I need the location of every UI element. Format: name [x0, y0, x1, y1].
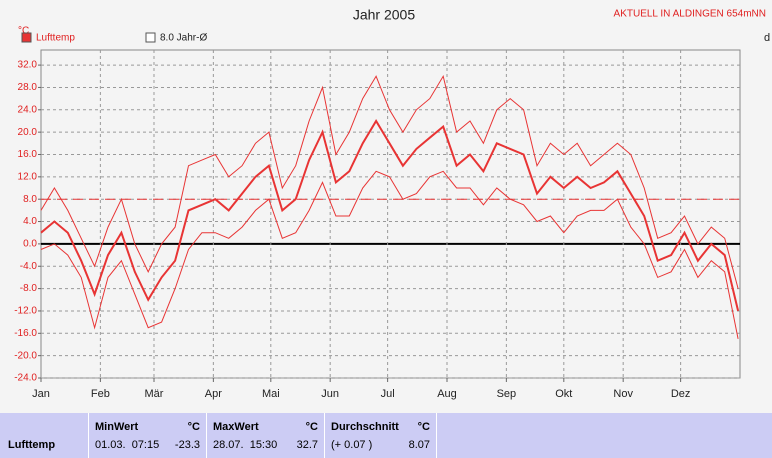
column-value: -23.3 [174, 439, 200, 451]
x-tick-label: Mai [262, 388, 280, 400]
row-header-cell: Lufttemp [0, 413, 89, 458]
x-tick-label: Dez [671, 388, 691, 400]
column-unit: °C [417, 421, 430, 433]
y-tick-label: -4.0 [20, 261, 38, 272]
x-tick-label: Jun [321, 388, 339, 400]
column-unit: °C [187, 421, 200, 433]
column-time: 01.03. 07:15 [95, 439, 160, 451]
y-tick-label: 32.0 [18, 60, 38, 71]
location: AKTUELL IN ALDINGEN 654mNN [614, 9, 766, 20]
column-unit: °C [305, 421, 318, 433]
x-tick-label: Okt [555, 388, 572, 400]
x-tick-label: Feb [91, 388, 110, 400]
x-tick-label: Mär [145, 388, 164, 400]
line-low [40, 170, 739, 339]
x-tick-label: Jan [32, 388, 50, 400]
chart: Jahr 2005 AKTUELL IN ALDINGEN 654mNN °C … [14, 7, 770, 400]
y-tick-label: 0.0 [23, 239, 37, 250]
y-tick-label: 28.0 [18, 82, 38, 93]
legend-swatch [21, 32, 32, 43]
plot-area [40, 49, 741, 379]
y-tick-label: 24.0 [18, 104, 38, 115]
y-tick-label: 16.0 [18, 149, 38, 160]
stats-table: Lufttemp MinWert °C 01.03. 07:15 -23.3 MaxWe… [0, 413, 772, 458]
y-tick-label: -8.0 [20, 283, 38, 294]
line-high [40, 74, 739, 289]
legend-label: 8.0 Jahr-Ø [160, 33, 207, 44]
row-label: Lufttemp [8, 439, 56, 451]
x-tick-label: Nov [613, 388, 633, 400]
y-tick-label: 8.0 [23, 194, 37, 205]
column-title: MaxWert [213, 421, 259, 433]
x-tick-label: Apr [205, 388, 222, 400]
y-tick-label: -16.0 [14, 328, 37, 339]
stats-cell: Durchschnitt °C (+ 0.07 ) 8.07 [325, 413, 437, 458]
legend-swatch [145, 32, 156, 43]
line-values [40, 119, 740, 312]
y-unit: °C [18, 26, 29, 37]
column-time: (+ 0.07 ) [331, 439, 373, 451]
column-value: 8.07 [408, 439, 430, 451]
y-tick-label: -12.0 [14, 306, 37, 317]
stats-cell: MinWert °C 01.03. 07:15 -23.3 [89, 413, 207, 458]
x-tick-label: Jul [381, 388, 395, 400]
column-time: 28.07. 15:30 [213, 439, 278, 451]
legend-label: Lufttemp [36, 33, 75, 44]
corner-text: d [764, 32, 770, 44]
column-value: 32.7 [296, 439, 318, 451]
y-tick-label: 20.0 [18, 127, 38, 138]
stats-cell-empty [437, 413, 772, 458]
stats-cell: MaxWert °C 28.07. 15:30 32.7 [207, 413, 325, 458]
x-tick-label: Aug [437, 388, 457, 400]
y-tick-label: -24.0 [14, 373, 37, 384]
x-tick-label: Sep [497, 388, 517, 400]
column-title: MinWert [95, 421, 139, 433]
y-tick-label: 12.0 [18, 171, 38, 182]
column-title: Durchschnitt [331, 421, 399, 433]
y-tick-label: -20.0 [14, 350, 37, 361]
chart-title: Jahr 2005 [353, 7, 415, 23]
y-tick-label: 4.0 [23, 216, 37, 227]
